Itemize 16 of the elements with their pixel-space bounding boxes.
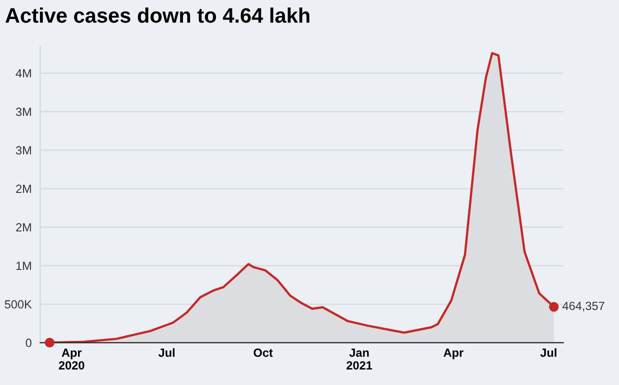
x-tick-label: Apr (444, 348, 464, 360)
y-tick-label: 2M (16, 223, 31, 232)
x-tick-label: Oct (254, 348, 273, 357)
y-tick-label: 0 (26, 338, 32, 348)
y-tick-label: 2M (16, 184, 31, 193)
chart-title: Active cases down to 4.64 lakh (5, 8, 310, 23)
y-tick-label: 3M (16, 108, 31, 116)
y-tick-label: 3M (16, 146, 31, 155)
y-tick-label: 1M (16, 262, 31, 270)
x-tick-label: Jan 2021 (346, 348, 372, 370)
x-tick-label: Jul (158, 348, 175, 357)
y-tick-label: 4M (16, 69, 31, 78)
annotation: 464,357 (562, 302, 604, 312)
x-tick-label: Jul (540, 348, 556, 357)
y-tick-label: 500K (4, 300, 32, 309)
x-tick-label: Apr 2020 (58, 348, 84, 370)
